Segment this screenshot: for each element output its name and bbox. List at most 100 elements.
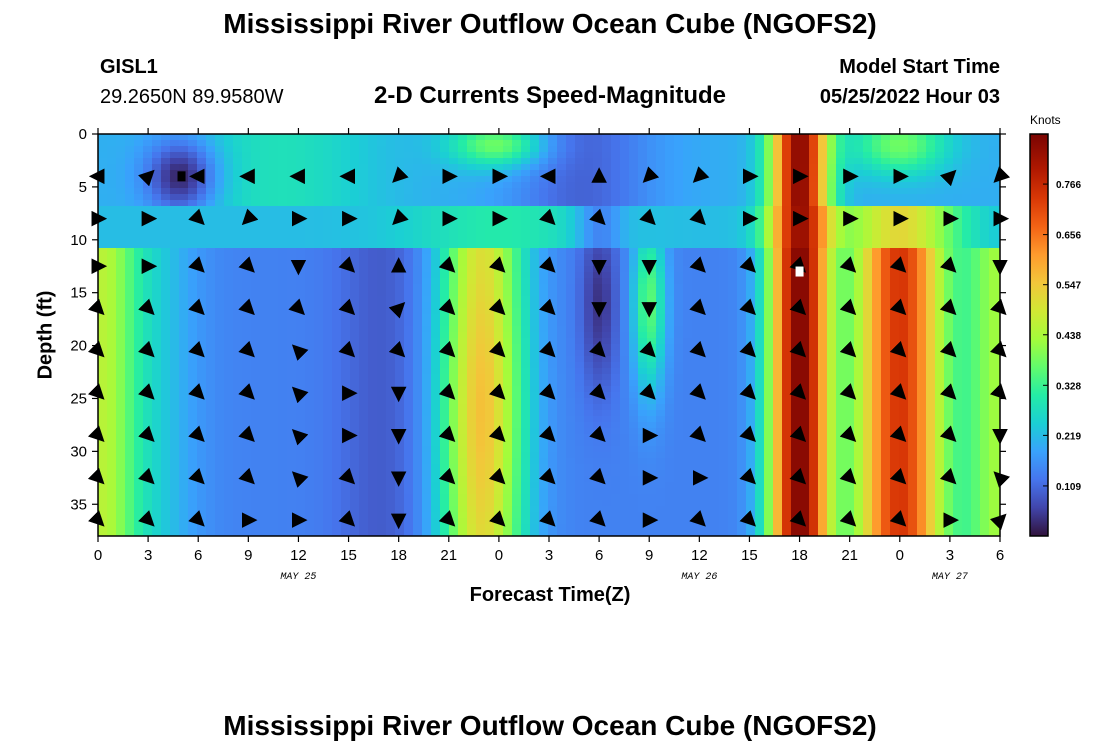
heat-cell [134,464,144,471]
heat-cell [701,158,711,165]
heat-cell [98,182,108,189]
heat-cell [467,416,477,423]
heat-cell [134,308,144,315]
heat-cell [242,146,252,153]
heat-cell [566,386,576,393]
heat-cell [467,296,477,303]
heat-cell [755,482,765,489]
heat-cell [359,506,369,513]
heat-cell [566,428,576,435]
heat-cell [224,164,234,171]
heat-cell [125,320,135,327]
heat-cell [260,242,270,249]
heat-cell [584,512,594,519]
heat-cell [575,146,585,153]
heat-cell [134,530,144,536]
heat-cell [134,320,144,327]
heat-cell [125,230,135,237]
heat-cell [449,368,459,375]
heat-cell [746,404,756,411]
heat-cell [233,512,243,519]
heat-cell [116,284,126,291]
heat-cell [566,506,576,513]
heat-cell [233,458,243,465]
heat-cell [728,440,738,447]
heat-cell [341,368,351,375]
heat-cell [287,458,297,465]
heat-cell [521,410,531,417]
heat-cell [215,434,225,441]
heat-cell [575,284,585,291]
heat-cell [107,338,117,345]
heat-cell [152,314,162,321]
heat-cell [566,476,576,483]
heat-cell [548,404,558,411]
heat-cell [755,326,765,333]
heat-cell [629,362,639,369]
heat-cell [242,404,252,411]
heat-cell [521,518,531,525]
heat-cell [764,170,774,177]
heat-cell [683,488,693,495]
heat-cell [674,152,684,159]
heat-cell [233,272,243,279]
heat-cell [728,284,738,291]
heat-cell [476,158,486,165]
heat-cell [530,434,540,441]
heat-cell [413,206,423,213]
heat-cell [206,272,216,279]
heat-cell [611,134,621,141]
heat-cell [557,302,567,309]
heat-cell [314,380,324,387]
heat-cell [161,320,171,327]
heat-cell [701,152,711,159]
heat-cell [116,350,126,357]
heat-cell [413,494,423,501]
heat-cell [719,416,729,423]
heat-cell [647,182,657,189]
heat-cell [602,530,612,536]
heat-cell [485,254,495,261]
heat-cell [431,458,441,465]
heat-cell [197,248,207,255]
heat-cell [584,446,594,453]
heat-cell [665,326,675,333]
heat-cell [710,506,720,513]
heat-cell [584,152,594,159]
heat-cell [269,254,279,261]
heat-cell [287,530,297,536]
heat-cell [197,200,207,207]
heat-cell [197,494,207,501]
heat-cell [701,338,711,345]
heat-cell [377,368,387,375]
heat-cell [116,236,126,243]
heat-cell [683,260,693,267]
heat-cell [674,506,684,513]
heat-cell [215,458,225,465]
heat-cell [431,482,441,489]
heat-cell [197,446,207,453]
heat-cell [566,518,576,525]
heat-cell [467,248,477,255]
heat-cell [422,476,432,483]
heat-cell [566,488,576,495]
heat-cell [737,380,747,387]
heat-cell [188,290,198,297]
heat-cell [197,464,207,471]
heat-cell [638,164,648,171]
heat-cell [530,170,540,177]
heat-cell [323,338,333,345]
heat-cell [656,452,666,459]
heat-cell [413,512,423,519]
heat-cell [134,440,144,447]
heat-cell [440,278,450,285]
heat-cell [143,380,153,387]
heat-cell [530,224,540,231]
heat-cell [107,422,117,429]
heat-cell [701,368,711,375]
heat-cell [332,134,342,141]
heat-cell [269,356,279,363]
heat-cell [530,158,540,165]
heat-cell [152,134,162,141]
heat-cell [620,380,630,387]
